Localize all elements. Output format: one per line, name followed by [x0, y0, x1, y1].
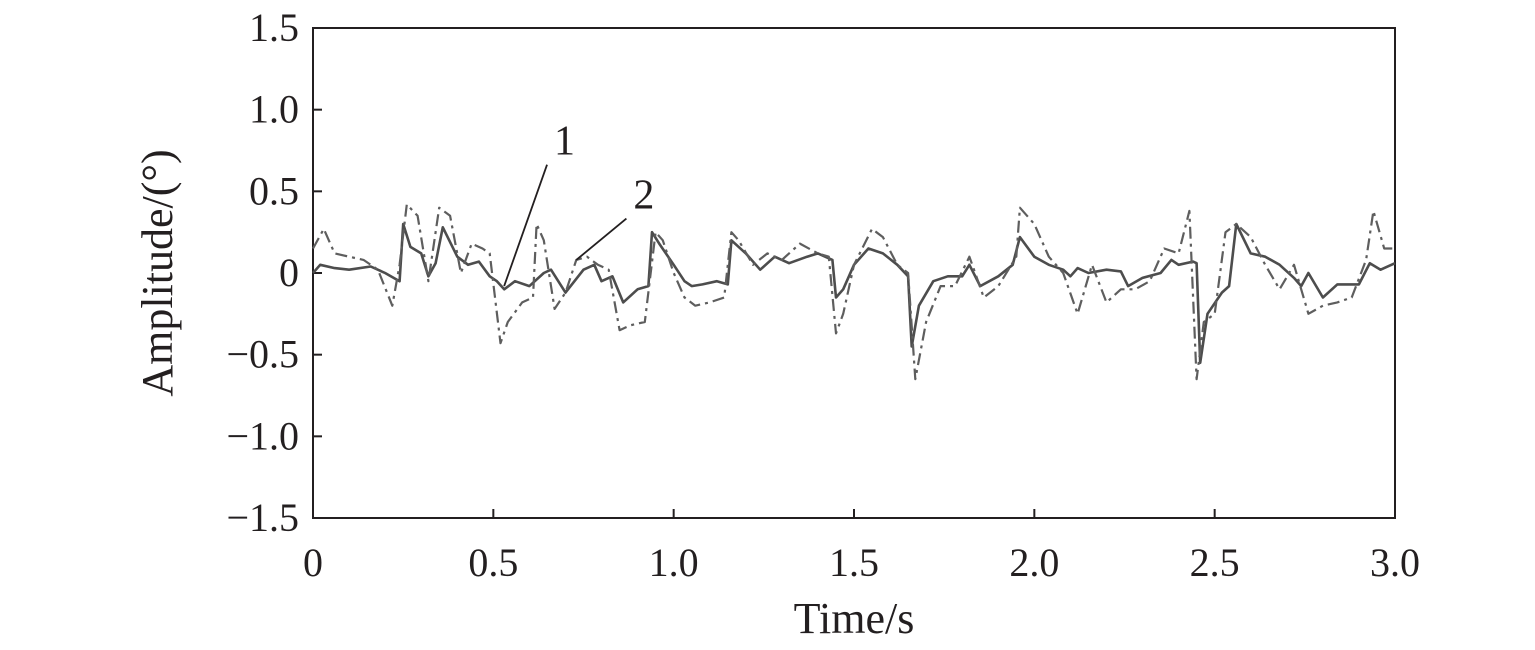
x-tick-label: 0.5: [468, 540, 518, 585]
y-tick-label: 1.0: [249, 87, 299, 132]
x-tick-label: 1.5: [829, 540, 879, 585]
x-tick-label: 2.5: [1190, 540, 1240, 585]
y-axis: 1.5 1.0 0.5 0 −0.5 −1.0 −1.5: [226, 5, 322, 540]
x-tick-label: 3.0: [1370, 540, 1420, 585]
annotation-label-2: 2: [633, 173, 654, 219]
series-2-line: [312, 203, 1395, 381]
x-tick-label: 0: [303, 540, 323, 585]
y-axis-title: Amplitude/(°): [133, 149, 182, 396]
plot-frame: [312, 27, 1396, 519]
x-axis-title: Time/s: [794, 594, 915, 643]
annotation-layer: 12: [503, 119, 654, 287]
x-tick-label: 1.0: [649, 540, 699, 585]
annotation-leader-1: [503, 164, 548, 287]
y-tick-label: −1.5: [226, 495, 299, 540]
y-tick-label: 1.5: [249, 5, 299, 50]
series-layer: [312, 203, 1396, 381]
annotation-label-1: 1: [554, 119, 575, 165]
series-1-line: [312, 222, 1396, 365]
y-tick-label: −1.0: [226, 413, 299, 458]
x-tick-label: 2.0: [1009, 540, 1059, 585]
x-axis: 0 0.5 1.0 1.5 2.0 2.5 3.0: [303, 509, 1420, 585]
y-tick-label: −0.5: [226, 332, 299, 377]
y-tick-label: 0.5: [249, 168, 299, 213]
annotation-leader-2: [575, 217, 627, 261]
y-tick-label: 0: [279, 250, 299, 295]
